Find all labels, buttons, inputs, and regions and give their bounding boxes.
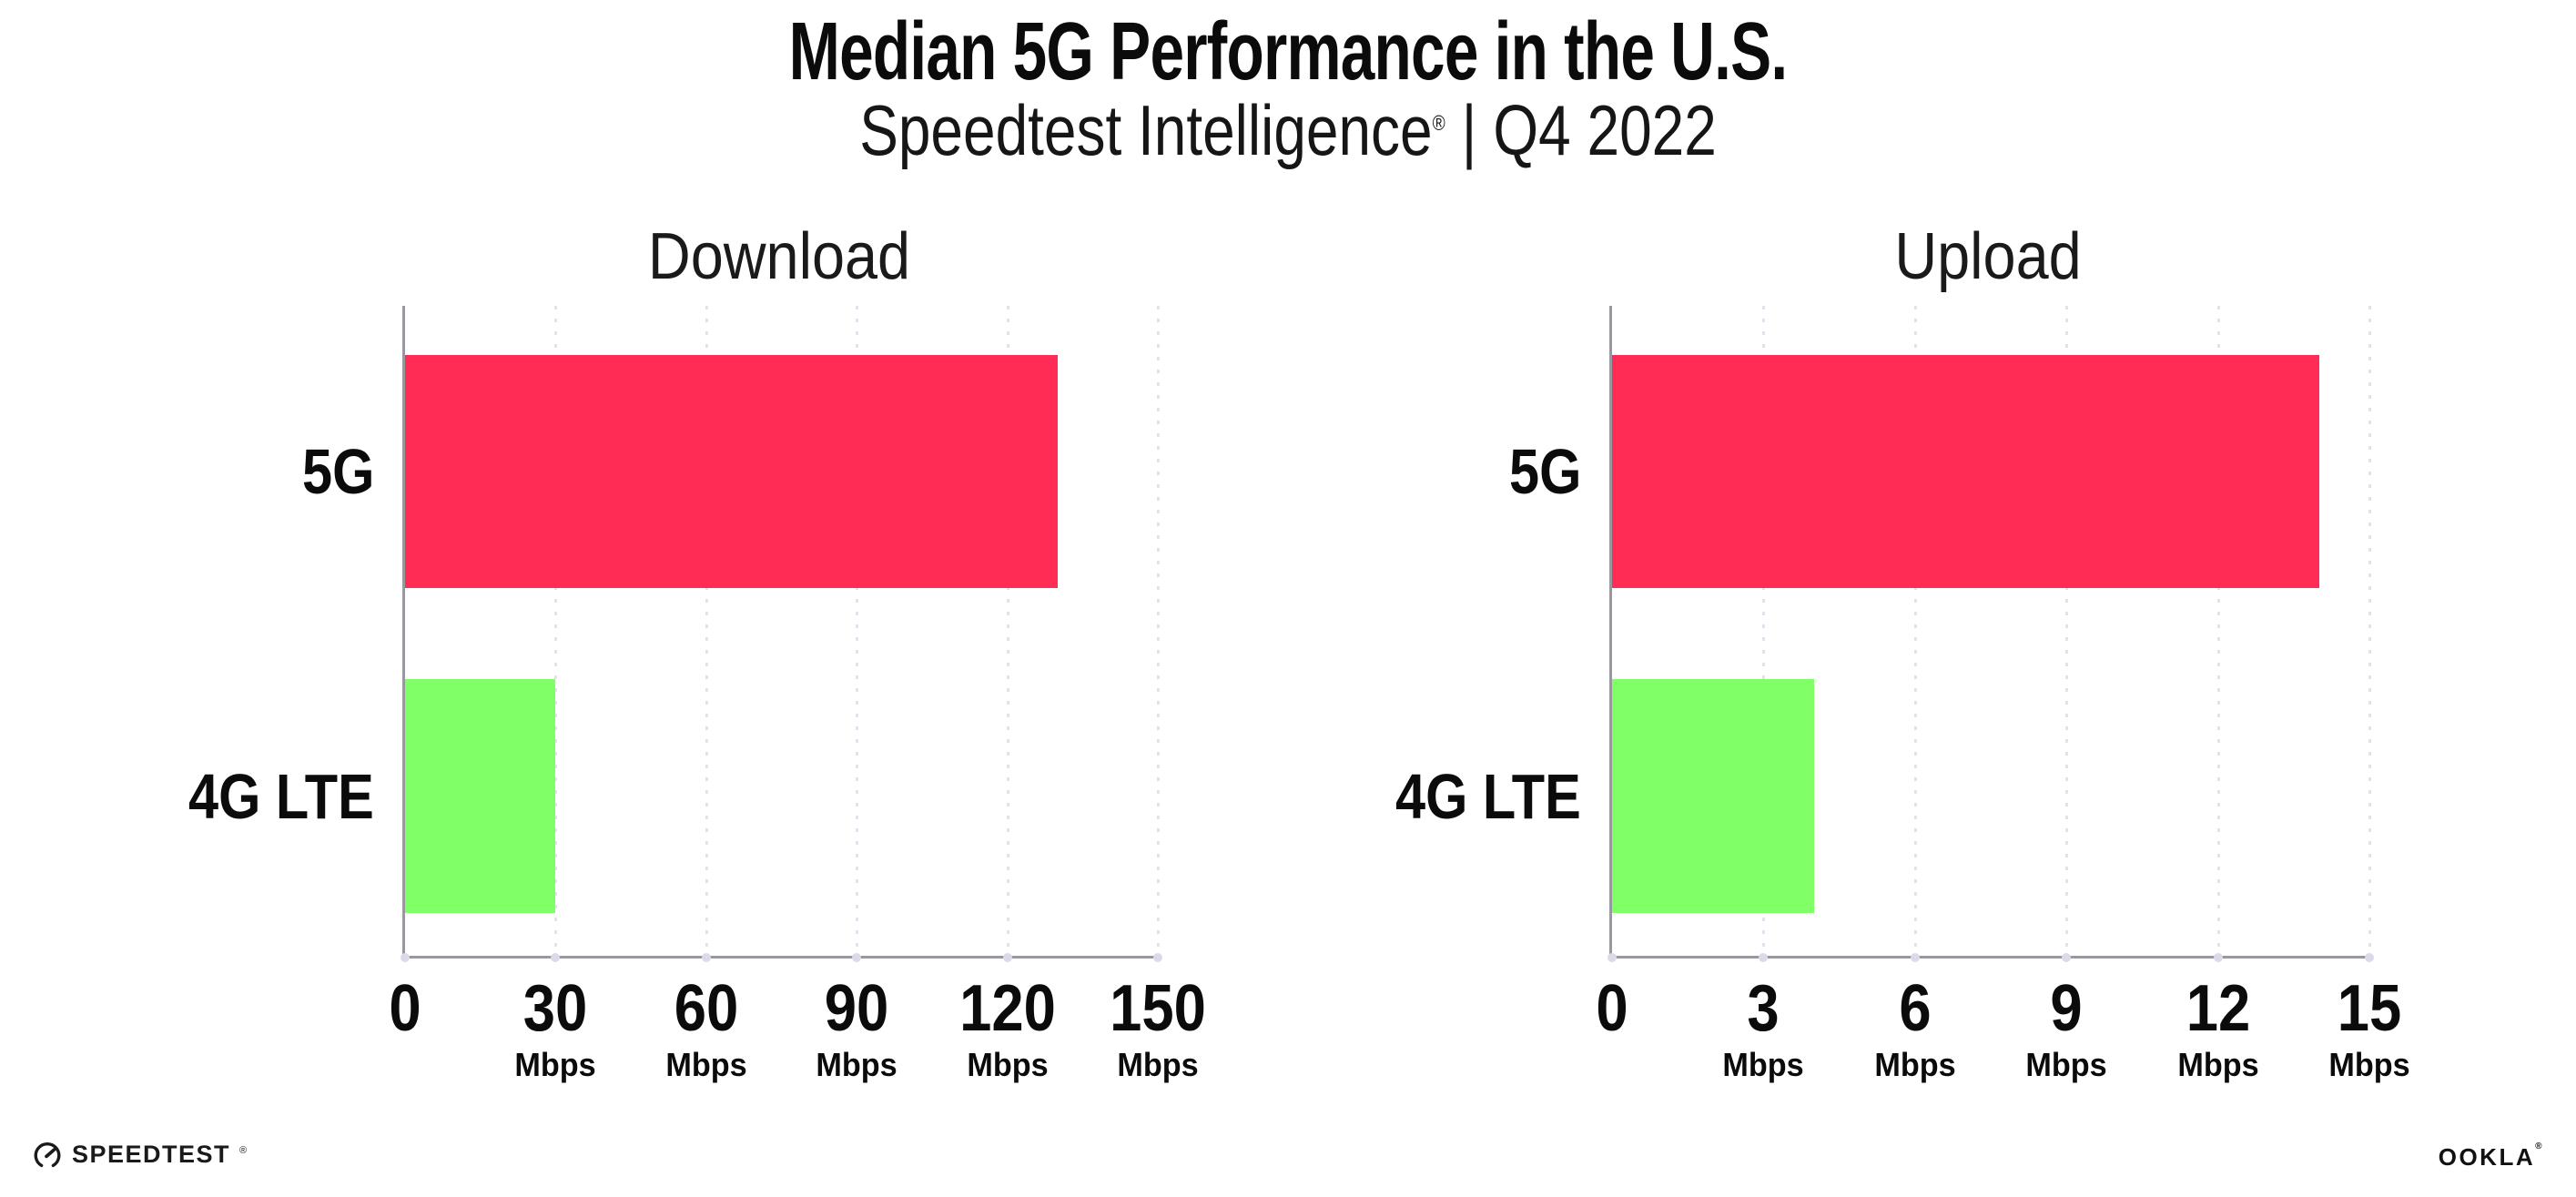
upload-plot-area: 0 3 Mbps 6 Mbps 9 Mbps 12 Mbps 15 Mbps 5G 4G LTE bbox=[1395, 306, 2410, 1081]
axis-tick-dot bbox=[1153, 953, 1162, 962]
x-axis-tick-label: 30 bbox=[523, 972, 588, 1045]
axis-tick-dot bbox=[551, 953, 561, 962]
speedtest-logo: SPEEDTEST ® bbox=[32, 1139, 247, 1170]
page-title: Median 5G Performance in the U.S. bbox=[788, 6, 1789, 97]
x-axis-tick-label: 15 bbox=[2337, 972, 2402, 1045]
axis-tick-dot bbox=[1910, 953, 1920, 962]
bar-download-5g bbox=[405, 355, 1058, 588]
gridline bbox=[1762, 306, 1766, 956]
x-axis-tick: 6 Mbps bbox=[1806, 976, 2024, 1081]
axis-tick-dot bbox=[2062, 953, 2072, 962]
x-axis-tick: 150 Mbps bbox=[1049, 976, 1267, 1081]
x-axis-unit-label: Mbps bbox=[816, 1046, 898, 1083]
x-axis-unit-label: Mbps bbox=[2328, 1046, 2410, 1083]
x-axis-tick: 12 Mbps bbox=[2109, 976, 2328, 1081]
x-axis-tick-label: 60 bbox=[674, 972, 739, 1045]
registered-trademark-icon: ® bbox=[1432, 111, 1445, 135]
page-subtitle: Speedtest Intelligence® | Q4 2022 bbox=[232, 95, 2345, 166]
bar-upload-5g bbox=[1612, 355, 2319, 588]
x-axis-tick-label: 150 bbox=[1110, 972, 1206, 1045]
x-axis-tick-label: 0 bbox=[389, 972, 421, 1045]
x-axis-tick: 3 Mbps bbox=[1654, 976, 1872, 1081]
axis-tick-dot bbox=[2365, 953, 2374, 962]
bar-download-4g-lte bbox=[405, 679, 556, 913]
gridline bbox=[2368, 306, 2371, 956]
x-axis-tick: 90 Mbps bbox=[747, 976, 966, 1081]
gridline bbox=[554, 306, 558, 956]
axis-tick-dot bbox=[852, 953, 862, 962]
subtitle-brand: Speedtest Intelligence bbox=[859, 90, 1433, 170]
axis-tick-dot bbox=[1002, 953, 1012, 962]
x-axis-tick: 0 bbox=[1503, 976, 1721, 1041]
x-axis-tick-label: 12 bbox=[2186, 972, 2250, 1045]
gridline bbox=[856, 306, 859, 956]
speedtest-gauge-icon bbox=[34, 1142, 61, 1168]
speedtest-registered-icon: ® bbox=[239, 1145, 248, 1156]
gridline bbox=[2065, 306, 2069, 956]
x-axis-tick-label: 0 bbox=[1596, 972, 1628, 1045]
axis-tick-dot bbox=[701, 953, 711, 962]
subtitle-period: Q4 2022 bbox=[1493, 90, 1717, 170]
x-axis-tick: 0 bbox=[296, 976, 514, 1041]
x-axis-tick: 120 Mbps bbox=[898, 976, 1117, 1081]
x-axis-unit-label: Mbps bbox=[966, 1046, 1049, 1083]
x-axis-unit-label: Mbps bbox=[1874, 1046, 1956, 1083]
ookla-logo: OOKLA® bbox=[2438, 1142, 2544, 1171]
axis-tick-dot bbox=[401, 953, 410, 962]
x-axis-tick-label: 120 bbox=[958, 972, 1056, 1045]
x-axis-unit-label: Mbps bbox=[2176, 1046, 2259, 1083]
category-label: 4G LTE bbox=[1395, 760, 1581, 832]
axis-tick-dot bbox=[1759, 953, 1769, 962]
ookla-registered-icon: ® bbox=[2535, 1141, 2544, 1151]
gridline bbox=[705, 306, 708, 956]
speedtest-wordmark: SPEEDTEST bbox=[72, 1140, 231, 1168]
upload-chart-title: Upload bbox=[1894, 220, 2082, 293]
x-axis-unit-label: Mbps bbox=[1722, 1046, 1805, 1083]
gridline bbox=[1913, 306, 1917, 956]
subtitle-separator: | bbox=[1461, 90, 1477, 170]
download-plot-area: 0 30 Mbps 60 Mbps 90 Mbps 120 Mbps 150 Mbps 5G 4G LT… bbox=[188, 306, 1206, 1081]
gridline bbox=[2216, 306, 2220, 956]
download-chart-title: Download bbox=[647, 220, 910, 293]
x-axis-tick-label: 90 bbox=[824, 972, 889, 1045]
gridline bbox=[1157, 306, 1160, 956]
x-axis-unit-label: Mbps bbox=[1117, 1046, 1199, 1083]
category-label: 5G bbox=[301, 436, 374, 507]
x-axis-tick: 60 Mbps bbox=[597, 976, 816, 1081]
axis-tick-dot bbox=[1607, 953, 1617, 962]
axis-tick-dot bbox=[2213, 953, 2223, 962]
x-axis-tick-label: 3 bbox=[1747, 972, 1780, 1045]
x-axis-unit-label: Mbps bbox=[2025, 1046, 2107, 1083]
x-axis-tick: 30 Mbps bbox=[446, 976, 664, 1081]
x-axis-tick: 15 Mbps bbox=[2260, 976, 2479, 1081]
gridline bbox=[1006, 306, 1009, 956]
category-label: 4G LTE bbox=[188, 760, 374, 832]
ookla-wordmark: OOKLA bbox=[2438, 1143, 2536, 1171]
bar-upload-4g-lte bbox=[1612, 679, 1814, 913]
x-axis-unit-label: Mbps bbox=[665, 1046, 747, 1083]
x-axis-tick-label: 9 bbox=[2050, 972, 2083, 1045]
x-axis-tick: 9 Mbps bbox=[1957, 976, 2175, 1081]
x-axis-unit-label: Mbps bbox=[514, 1046, 597, 1083]
x-axis-tick-label: 6 bbox=[1899, 972, 1932, 1045]
category-label: 5G bbox=[1508, 436, 1581, 507]
